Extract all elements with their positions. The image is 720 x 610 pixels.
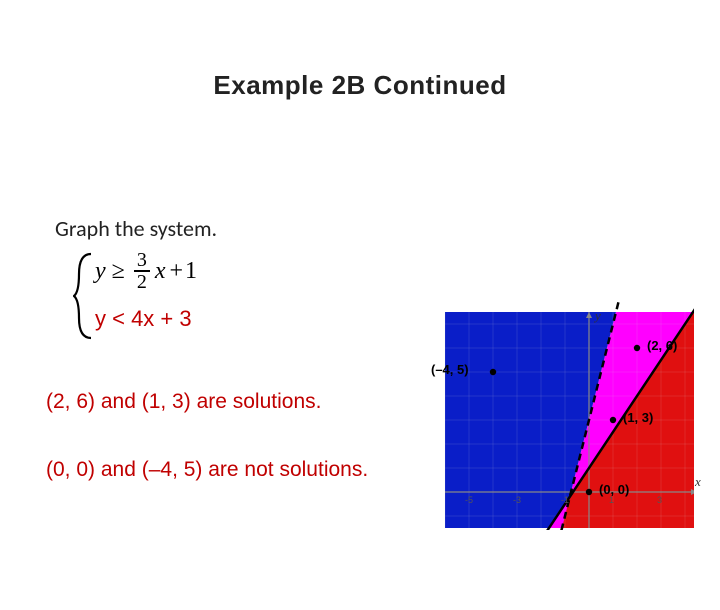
- x-tick: -3: [513, 495, 521, 505]
- const-1: 1: [185, 258, 197, 285]
- denominator: 2: [134, 272, 150, 292]
- x-tick: 3: [657, 495, 662, 505]
- solution-statement-2: (0, 0) and (–4, 5) are not solutions.: [46, 458, 368, 482]
- inequality-2: y < 4x + 3: [95, 306, 197, 332]
- var-y: y: [95, 258, 106, 285]
- system-of-inequalities: y ≥ 3 2 x + 1 y < 4x + 3: [95, 250, 197, 332]
- page-title: Example 2B Continued: [0, 70, 720, 101]
- point-label: (2, 6): [647, 338, 677, 353]
- y-axis-label: y: [595, 308, 601, 324]
- x-tick: -1: [561, 495, 569, 505]
- solution-statement-1: (2, 6) and (1, 3) are solutions.: [46, 390, 321, 414]
- relation-ge: ≥: [112, 258, 125, 285]
- x-tick: 1: [609, 495, 614, 505]
- brace-icon: [73, 252, 95, 340]
- numerator: 3: [134, 250, 150, 272]
- subtitle: Graph the system.: [55, 215, 217, 242]
- x-tick: -5: [465, 495, 473, 505]
- point-label: (–4, 5): [431, 362, 469, 377]
- inequality-1: y ≥ 3 2 x + 1: [95, 250, 197, 292]
- fraction: 3 2: [134, 250, 150, 292]
- plus: +: [169, 258, 183, 285]
- x-axis-label: x: [695, 474, 701, 490]
- var-x: x: [155, 258, 166, 285]
- inequality-graph: (–4, 5)(2, 6)(1, 3)(0, 0)yx-5-3-113: [434, 300, 694, 530]
- point-label: (1, 3): [623, 410, 653, 425]
- point-label: (0, 0): [599, 482, 629, 497]
